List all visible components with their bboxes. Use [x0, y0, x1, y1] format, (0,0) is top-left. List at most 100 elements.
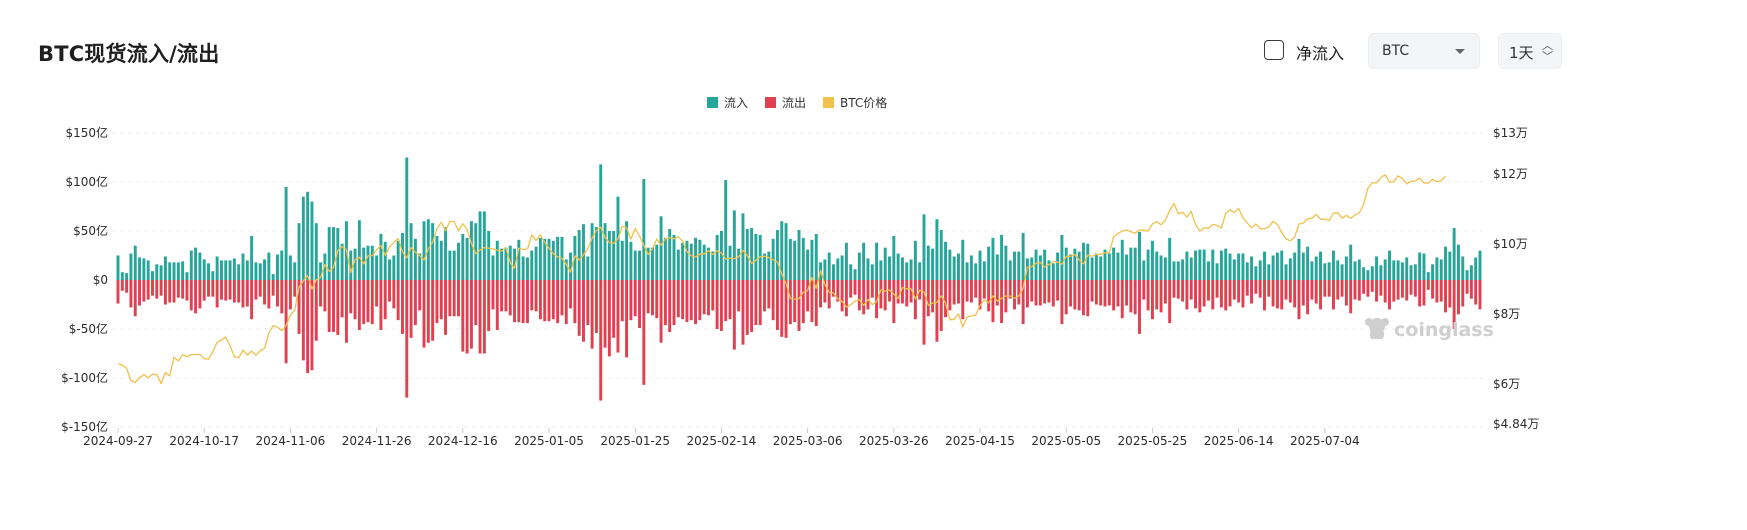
outflow-bar[interactable]	[306, 280, 310, 374]
outflow-bar[interactable]	[1017, 280, 1021, 305]
inflow-bar[interactable]	[780, 221, 784, 280]
outflow-bar[interactable]	[1224, 280, 1228, 311]
inflow-bar[interactable]	[969, 255, 973, 281]
outflow-bar[interactable]	[146, 280, 150, 300]
inflow-bar[interactable]	[232, 258, 236, 280]
outflow-bar[interactable]	[939, 280, 943, 331]
inflow-bar[interactable]	[1301, 252, 1305, 280]
inflow-bar[interactable]	[224, 260, 228, 280]
inflow-bar[interactable]	[1375, 256, 1379, 280]
inflow-bar[interactable]	[827, 252, 831, 280]
inflow-bar[interactable]	[129, 253, 133, 280]
inflow-bar[interactable]	[353, 248, 357, 280]
inflow-bar[interactable]	[663, 237, 667, 280]
inflow-bar[interactable]	[909, 259, 913, 280]
inflow-bar[interactable]	[1344, 256, 1348, 280]
asset-select[interactable]: BTC	[1368, 33, 1480, 69]
outflow-bar[interactable]	[444, 280, 448, 335]
inflow-bar[interactable]	[444, 227, 448, 280]
inflow-bar[interactable]	[905, 262, 909, 280]
outflow-bar[interactable]	[1090, 280, 1094, 302]
inflow-bar[interactable]	[556, 236, 560, 280]
inflow-bar[interactable]	[659, 216, 663, 280]
inflow-bar[interactable]	[668, 229, 672, 280]
outflow-bar[interactable]	[1297, 280, 1301, 320]
inflow-bar[interactable]	[288, 255, 292, 281]
outflow-bar[interactable]	[801, 280, 805, 324]
outflow-bar[interactable]	[853, 280, 857, 295]
interval-select[interactable]: 1天 ︿ ﹀	[1498, 33, 1562, 69]
outflow-bar[interactable]	[948, 280, 952, 311]
inflow-bar[interactable]	[935, 219, 939, 280]
outflow-bar[interactable]	[926, 280, 930, 317]
inflow-bar[interactable]	[202, 259, 206, 280]
inflow-bar[interactable]	[1056, 252, 1060, 280]
inflow-bar[interactable]	[1120, 239, 1124, 280]
inflow-bar[interactable]	[607, 231, 611, 280]
inflow-bar[interactable]	[207, 263, 210, 280]
outflow-bar[interactable]	[327, 280, 331, 332]
inflow-bar[interactable]	[1060, 234, 1064, 280]
outflow-bar[interactable]	[650, 280, 654, 316]
outflow-bar[interactable]	[1327, 280, 1331, 297]
inflow-bar[interactable]	[1370, 266, 1374, 280]
outflow-bar[interactable]	[1051, 280, 1055, 307]
inflow-bar[interactable]	[1237, 253, 1241, 280]
outflow-bar[interactable]	[707, 280, 710, 316]
inflow-bar[interactable]	[1366, 270, 1370, 280]
inflow-bar[interactable]	[564, 259, 568, 280]
outflow-bar[interactable]	[1185, 280, 1189, 310]
inflow-bar[interactable]	[1228, 253, 1232, 280]
inflow-bar[interactable]	[1474, 257, 1478, 280]
outflow-bar[interactable]	[1245, 280, 1249, 296]
inflow-bar[interactable]	[1245, 262, 1249, 280]
outflow-bar[interactable]	[1112, 280, 1116, 311]
inflow-bar[interactable]	[853, 269, 857, 280]
outflow-bar[interactable]	[780, 280, 784, 337]
inflow-bar[interactable]	[913, 240, 917, 280]
outflow-bar[interactable]	[857, 280, 861, 311]
inflow-bar[interactable]	[948, 249, 952, 280]
outflow-bar[interactable]	[125, 280, 129, 293]
inflow-bar[interactable]	[448, 250, 452, 280]
outflow-bar[interactable]	[1306, 280, 1310, 315]
outflow-bar[interactable]	[719, 280, 723, 331]
inflow-bar[interactable]	[526, 257, 529, 280]
outflow-bar[interactable]	[1301, 280, 1305, 306]
outflow-bar[interactable]	[172, 280, 176, 303]
inflow-bar[interactable]	[806, 249, 810, 280]
outflow-bar[interactable]	[995, 280, 999, 306]
outflow-bar[interactable]	[517, 280, 521, 323]
outflow-bar[interactable]	[452, 280, 456, 317]
inflow-bar[interactable]	[586, 256, 590, 280]
inflow-bar[interactable]	[1150, 240, 1154, 280]
outflow-bar[interactable]	[181, 280, 185, 299]
inflow-bar[interactable]	[1133, 247, 1137, 280]
outflow-bar[interactable]	[457, 280, 460, 317]
inflow-bar[interactable]	[676, 249, 680, 280]
inflow-bar[interactable]	[840, 255, 844, 281]
outflow-bar[interactable]	[185, 280, 189, 301]
inflow-bar[interactable]	[1189, 257, 1193, 280]
outflow-bar[interactable]	[1379, 280, 1383, 296]
inflow-bar[interactable]	[1310, 261, 1314, 280]
inflow-bar[interactable]	[1383, 259, 1387, 280]
outflow-bar[interactable]	[1107, 280, 1111, 306]
outflow-bar[interactable]	[642, 280, 646, 385]
outflow-bar[interactable]	[344, 280, 348, 343]
outflow-bar[interactable]	[1314, 280, 1318, 304]
outflow-bar[interactable]	[1275, 280, 1279, 309]
inflow-bar[interactable]	[1280, 250, 1284, 280]
outflow-bar[interactable]	[715, 280, 719, 329]
inflow-bar[interactable]	[1116, 252, 1120, 280]
inflow-bar[interactable]	[1047, 260, 1051, 280]
outflow-bar[interactable]	[1008, 280, 1012, 299]
inflow-bar[interactable]	[694, 237, 698, 280]
outflow-bar[interactable]	[560, 280, 564, 316]
outflow-bar[interactable]	[392, 280, 396, 309]
inflow-bar[interactable]	[590, 223, 594, 280]
outflow-bar[interactable]	[474, 280, 478, 326]
inflow-bar[interactable]	[1241, 253, 1245, 280]
outflow-bar[interactable]	[694, 280, 698, 325]
inflow-bar[interactable]	[728, 245, 732, 280]
